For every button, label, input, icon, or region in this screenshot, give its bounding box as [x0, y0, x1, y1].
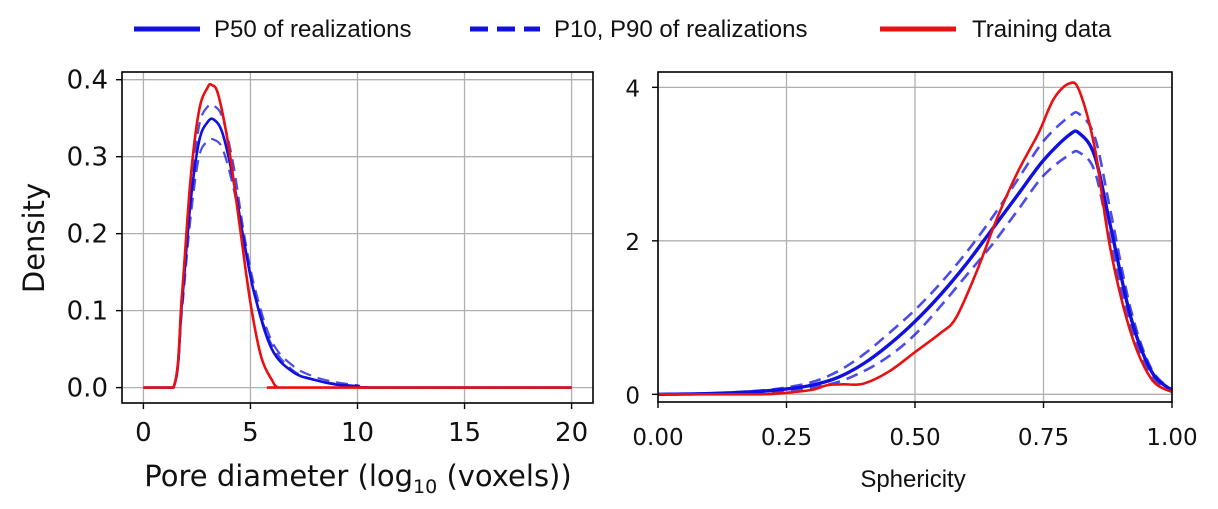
right-series [657, 81, 1174, 397]
right-xtick-label: 0.50 [889, 425, 940, 451]
right-xtick-label: 0.25 [761, 425, 812, 451]
left-series [143, 82, 572, 389]
right-ticks: 0.00 0.25 0.50 0.75 1.00 0 2 4 [625, 76, 1197, 451]
left-xlabel: Pore diameter (log10 (voxels)) [144, 459, 571, 498]
left-xtick-label: 5 [242, 418, 259, 448]
left-xlabel-main: Pore diameter (log [144, 459, 413, 493]
chart-sphericity: 0.00 0.25 0.50 0.75 1.00 0 2 4 Sphericity [625, 71, 1198, 493]
right-ytick-label: 4 [625, 76, 640, 102]
right-series-p50-of-realizations [657, 129, 1174, 397]
left-grid [122, 72, 593, 403]
chart-pore-diameter: 0 5 10 15 20 0.0 0.1 0.2 0.3 0.4 Density Pore dia… [17, 66, 594, 498]
left-xtick-label: 0 [135, 418, 152, 448]
left-xtick-label: 15 [448, 418, 481, 448]
left-ticks: 0 5 10 15 20 0.0 0.1 0.2 0.3 0.4 [67, 66, 588, 448]
right-xtick-label: 0.00 [632, 425, 683, 451]
left-xtick-label: 20 [555, 418, 588, 448]
right-xtick-label: 1.00 [1146, 425, 1197, 451]
left-series-training-data [143, 82, 572, 389]
left-ylabel: Density [17, 183, 51, 293]
right-ytick-label: 0 [625, 383, 640, 409]
left-ytick-label: 0.1 [67, 297, 108, 327]
left-ytick-label: 0.4 [67, 66, 108, 96]
left-xlabel-sub: 10 [413, 476, 437, 498]
legend-label-training: Training data [972, 16, 1112, 43]
right-xlabel: Sphericity [860, 466, 965, 493]
right-series-training-data [658, 81, 1173, 396]
right-ytick-label: 2 [625, 230, 640, 256]
left-xtick-label: 10 [341, 418, 374, 448]
legend-label-p10-p90: P10, P90 of realizations [554, 16, 808, 43]
left-ytick-label: 0.2 [67, 220, 108, 250]
right-series-p90-of-realizations [657, 110, 1173, 396]
legend: P50 of realizations P10, P90 of realizat… [134, 16, 1112, 43]
right-xtick-label: 0.75 [1018, 425, 1069, 451]
left-ytick-label: 0.0 [67, 374, 108, 404]
left-xlabel-suffix: (voxels)) [437, 459, 571, 493]
legend-label-p50: P50 of realizations [214, 16, 411, 43]
left-ytick-label: 0.3 [67, 143, 108, 173]
